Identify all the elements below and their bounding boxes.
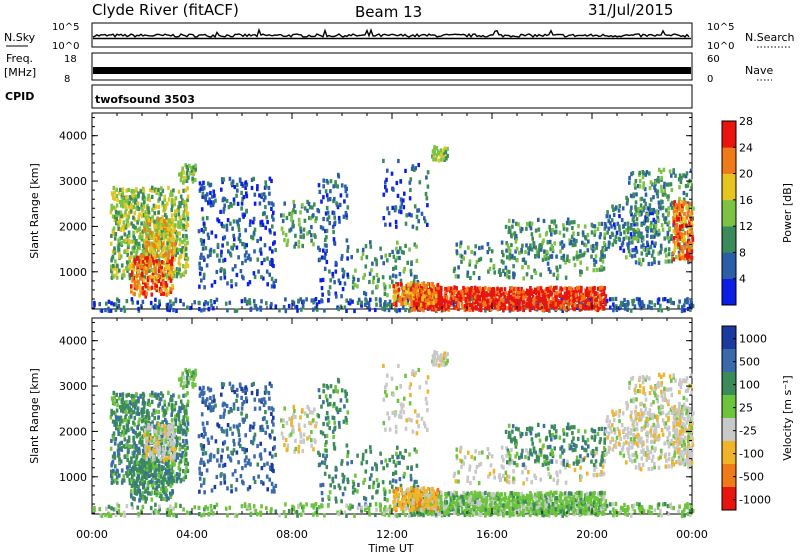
y-axis-label: Slant Range [km] [28,163,41,259]
colorbar-swatch [722,252,736,280]
y-tick-label: 1000 [59,266,87,279]
nave-label: Nave [745,64,773,77]
nsearch-label: N.Search [745,31,795,44]
beam-title: Beam 13 [355,3,422,21]
x-tick-label: 04:00 [176,528,208,541]
power-panel: 1000 2000 3000 4000 Slant Range [km] 4 8 12 16 20… [28,112,794,314]
nave-tick-top: 60 [707,54,720,65]
panel-frame [91,112,693,310]
y-tick-label: 1000 [59,471,87,484]
nsky-label: N.Sky [4,31,36,44]
freq-tick-bottom: 8 [64,74,70,85]
y-tick-label: 4000 [59,335,87,348]
heatmap-cells [93,145,695,314]
colorbar-tick-label: 12 [739,220,753,233]
freq-tick-top: 18 [64,54,77,65]
colorbar-swatch [722,199,736,227]
colorbar-tick-label: 1000 [739,333,767,346]
colorbar-tick-label: -100 [739,448,764,461]
nsky-tick-bottom: 10^0 [52,41,79,52]
colorbar-frame [721,120,737,306]
colorbar-tick-label: 8 [739,246,746,259]
station-title: Clyde River (fitACF) [92,1,239,19]
colorbar-label: Velocity [m s⁻¹] [781,375,794,460]
colorbar-tick-label: 16 [739,194,753,207]
x-tick-label: 00:00 [76,528,108,541]
y-tick-label: 3000 [59,380,87,393]
colorbar: 4 8 12 16 20 24 28 Power [dB] [721,115,794,306]
cpid-label: CPID [5,90,34,103]
colorbar-tick-label: 28 [739,115,753,128]
cpid-value: twofsound 3503 [95,93,195,106]
nsky-tick-top: 10^5 [52,22,79,33]
colorbar-tick-label: -1000 [739,494,771,507]
colorbar-tick-label: 20 [739,168,753,181]
colorbar-swatch [722,395,736,419]
colorbar-swatch [722,226,736,253]
nave-tick-bottom: 0 [707,74,713,85]
colorbar-frame [721,325,737,511]
x-axis-label: Time UT [367,542,413,554]
colorbar-tick-label: 25 [739,402,753,415]
colorbar-tick-label: 100 [739,379,760,392]
date-title: 31/Jul/2015 [588,1,673,19]
heatmap-cells [93,350,695,519]
colorbar-swatch [722,349,736,373]
y-tick-label: 2000 [59,220,87,233]
colorbar-swatch [722,326,736,350]
colorbar-tick-label: 500 [739,356,760,369]
colorbar-swatch [722,487,736,511]
colorbar-swatch [722,147,736,174]
nsearch-tick-top: 10^5 [707,22,734,33]
y-tick-label: 2000 [59,425,87,438]
x-tick-label: 12:00 [376,528,408,541]
nsky-strip [91,22,693,48]
y-axis-label: Slant Range [km] [28,368,41,464]
x-axis-ticks: 00:00 04:00 08:00 12:00 16:00 20:00 00:00 [76,528,708,541]
colorbar-tick-label: 4 [739,273,746,286]
freq-trace [93,67,691,74]
colorbar-tick-label: -25 [739,425,757,438]
freq-strip [91,52,693,81]
cpid-strip [91,84,693,109]
colorbar-label: Power [dB] [781,183,794,243]
nsearch-tick-bottom: 10^0 [707,41,734,52]
colorbar-tick-label: 24 [739,141,753,154]
colorbar-tick-label: -500 [739,471,764,484]
x-tick-label: 16:00 [476,528,508,541]
colorbar-swatch [722,418,736,442]
colorbar-swatch [722,372,736,396]
colorbar-swatch [722,441,736,465]
nsky-trace [92,27,691,40]
colorbar-swatch [722,121,736,148]
colorbar-swatch [722,173,736,201]
panel-frame [91,317,693,515]
x-tick-label: 20:00 [576,528,608,541]
colorbar-swatch [722,464,736,488]
nsky-trace-line [92,27,690,39]
colorbar-swatch [722,278,736,306]
y-tick-label: 4000 [59,130,87,143]
y-tick-label: 3000 [59,175,87,188]
x-tick-label: 00:00 [676,528,708,541]
x-tick-label: 08:00 [276,528,308,541]
colorbar: 1000 500 100 25 -25 -100 -500 -1000 Velocity [m … [721,325,794,511]
freq-label: Freq. [6,52,33,65]
freq-unit: [MHz] [4,66,36,79]
